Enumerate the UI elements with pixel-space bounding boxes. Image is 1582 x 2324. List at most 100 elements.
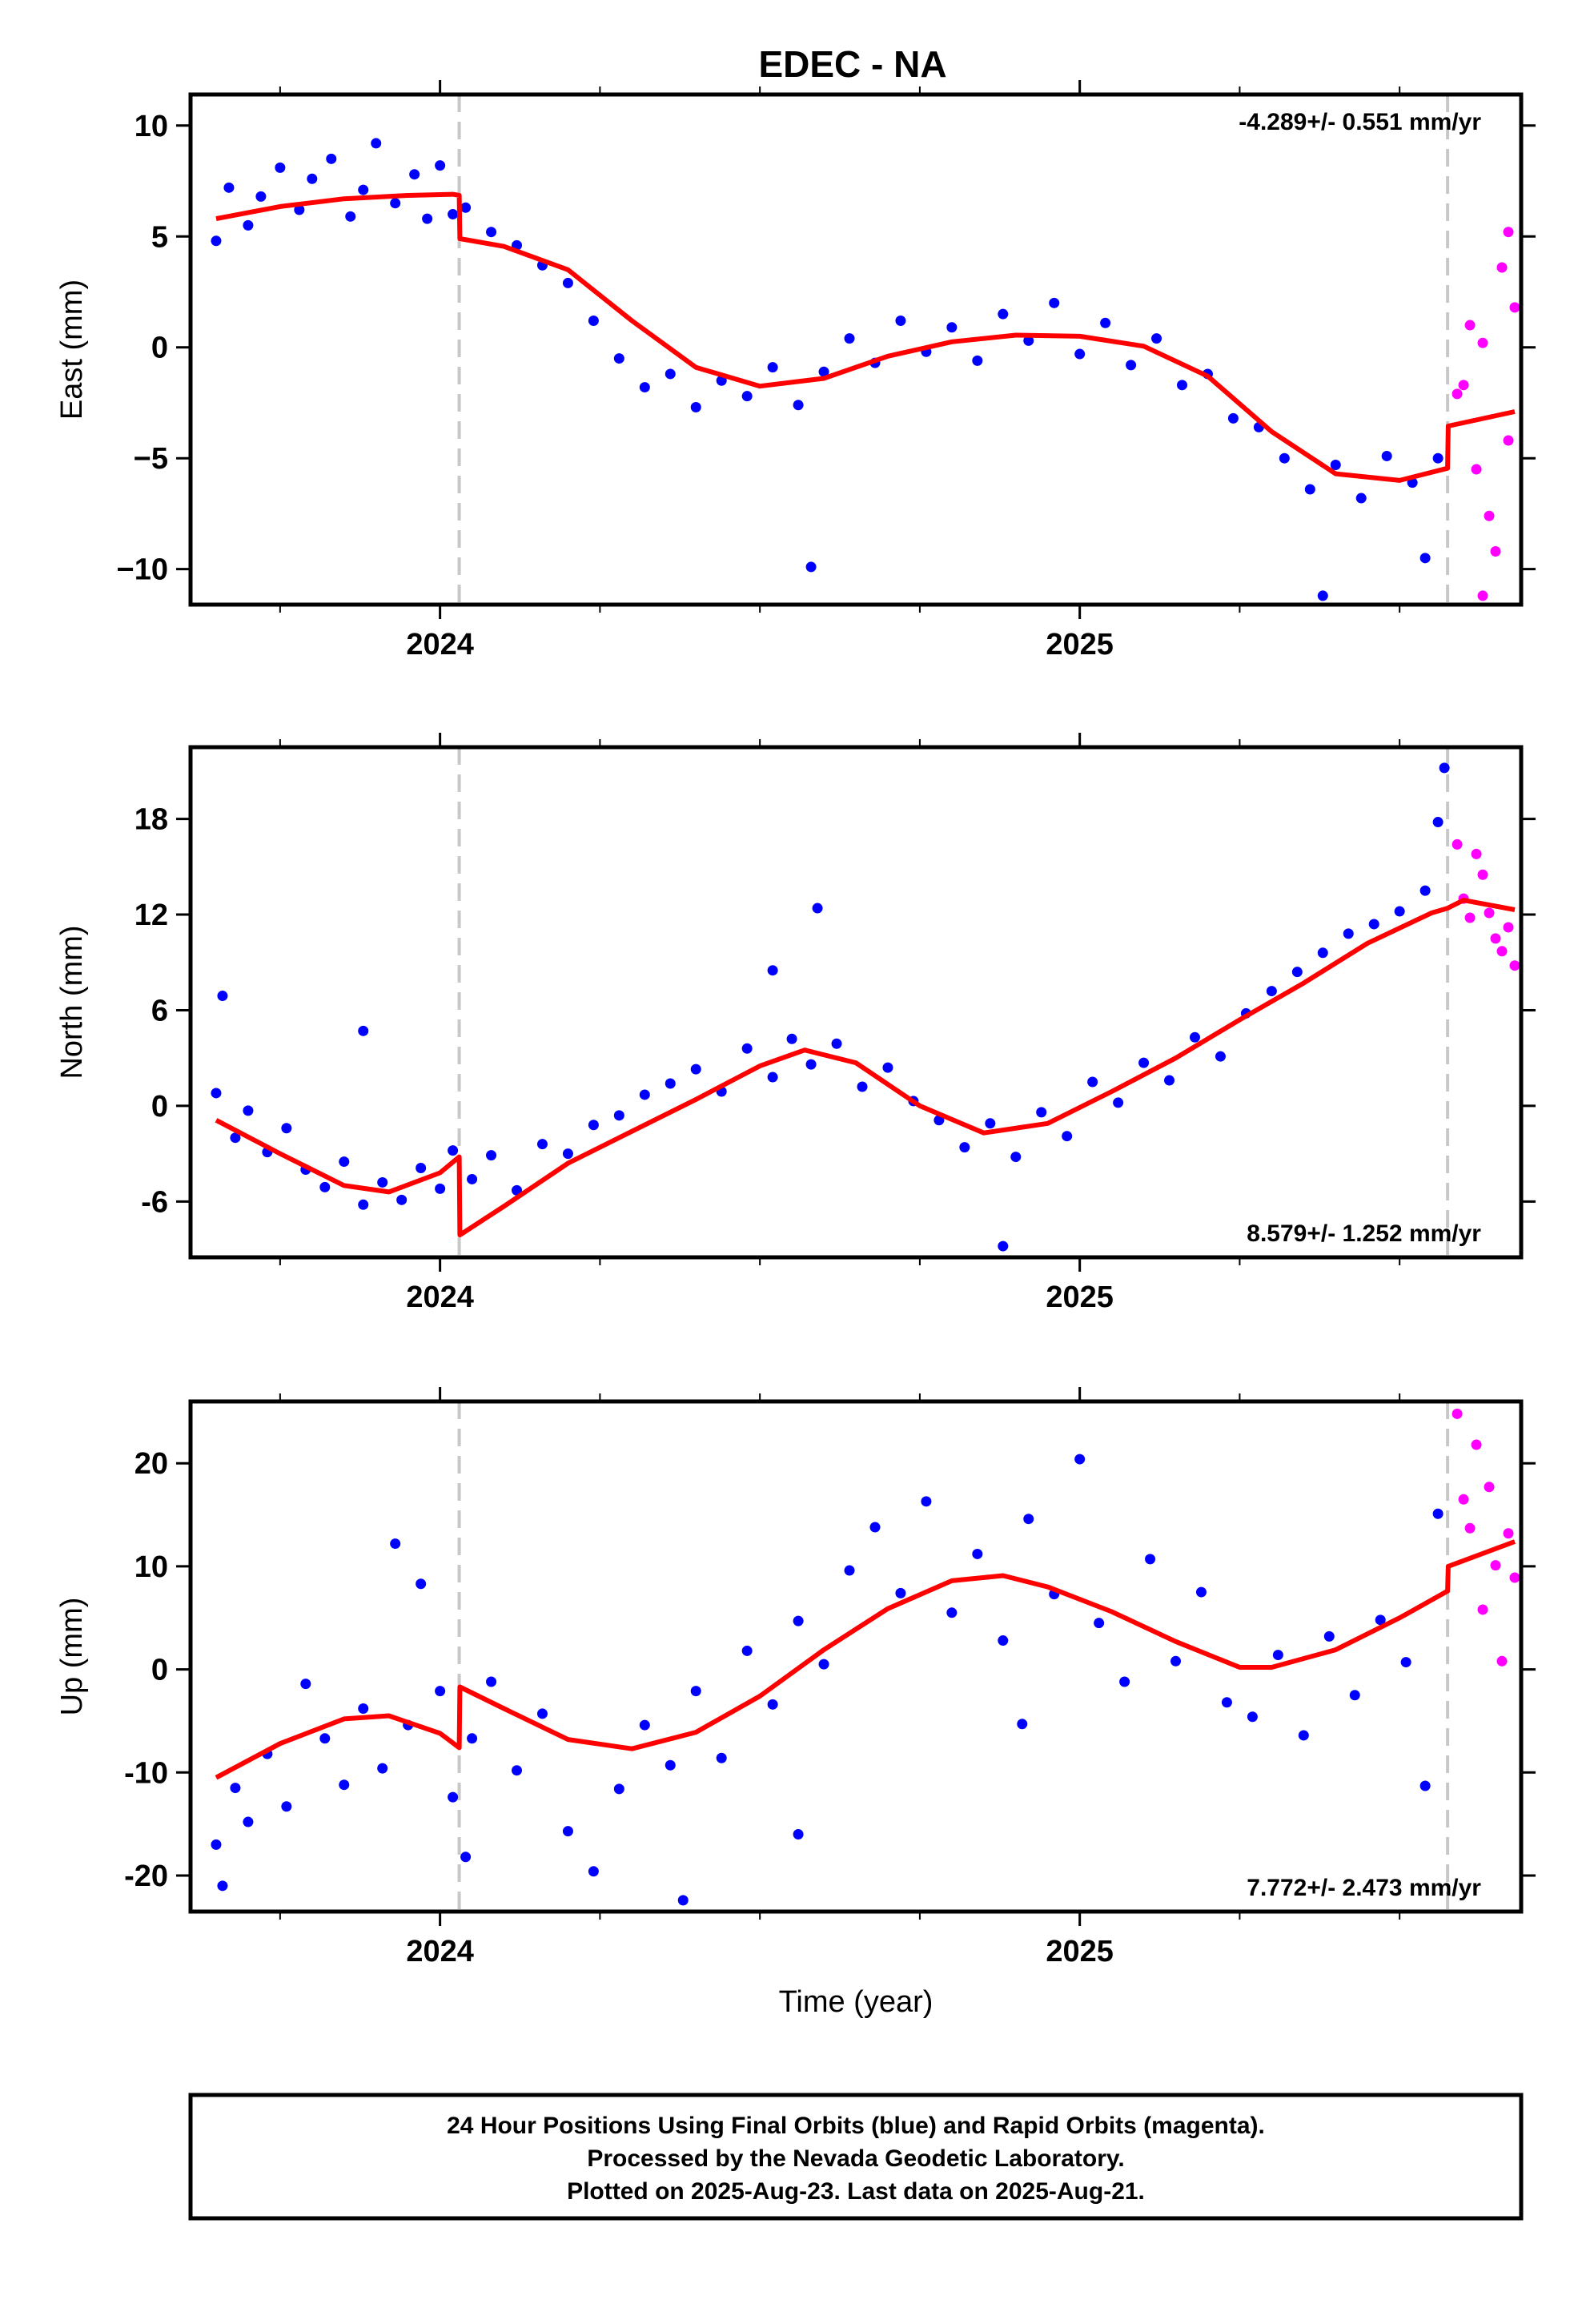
footer-box: 24 Hour Positions Using Final Orbits (bl…: [188, 2093, 1524, 2221]
final-orbit-point: [613, 1110, 624, 1121]
final-orbit-point: [1291, 967, 1303, 978]
rapid-orbit-point: [1503, 1528, 1514, 1539]
final-orbit-point: [998, 1635, 1009, 1647]
y-tick-label: -10: [124, 1756, 168, 1790]
final-orbit-point: [486, 1150, 497, 1161]
final-orbit-point: [895, 315, 906, 326]
y-tick-label: -20: [124, 1860, 168, 1893]
final-orbit-point: [946, 322, 958, 333]
final-orbit-point: [390, 198, 401, 209]
final-orbit-point: [422, 213, 433, 224]
final-orbit-point: [665, 1078, 676, 1089]
final-orbit-point: [562, 1826, 573, 1837]
final-orbit-point: [972, 1548, 983, 1559]
final-orbit-point: [243, 219, 254, 231]
x-tick-label: 2024: [406, 1935, 474, 1968]
rapid-orbit-point: [1503, 227, 1514, 238]
final-orbit-point: [230, 1132, 241, 1144]
final-orbit-point: [793, 1615, 804, 1626]
figure-title: EDEC - NA: [758, 43, 946, 85]
final-orbit-point: [319, 1733, 331, 1744]
rate-label: -4.289+/- 0.551 mm/yr: [1239, 109, 1481, 135]
y-tick-label: 0: [151, 332, 168, 365]
final-orbit-point: [243, 1105, 254, 1116]
final-orbit-point: [1023, 335, 1034, 346]
final-orbit-point: [358, 1199, 369, 1210]
final-orbit-point: [588, 1120, 599, 1131]
final-orbit-point: [588, 1866, 599, 1877]
final-orbit-point: [805, 561, 817, 573]
final-orbit-point: [467, 1173, 478, 1184]
y-tick-label: 5: [151, 220, 168, 254]
final-orbit-point: [435, 1686, 446, 1697]
final-orbit-point: [358, 184, 369, 195]
y-tick-label: 6: [151, 994, 168, 1027]
final-orbit-point: [818, 1659, 829, 1670]
rapid-orbit-point: [1503, 435, 1514, 446]
y-tick-label: −5: [134, 442, 168, 476]
final-orbit-point: [1062, 1131, 1073, 1142]
final-orbit-point: [1049, 297, 1060, 308]
final-orbit-point: [230, 1783, 241, 1794]
y-tick-label: 0: [151, 1654, 168, 1687]
final-orbit-point: [1215, 1051, 1226, 1062]
plot-frame: [188, 92, 1524, 607]
final-orbit-point: [1419, 1780, 1431, 1791]
final-orbit-point: [243, 1816, 254, 1827]
final-orbit-point: [1094, 1618, 1105, 1629]
final-orbit-point: [639, 1719, 650, 1731]
rapid-orbit-point: [1496, 1655, 1508, 1667]
final-orbit-point: [793, 1828, 804, 1839]
final-orbit-point: [416, 1578, 427, 1590]
rapid-orbit-point: [1490, 1560, 1501, 1571]
final-orbit-point: [536, 1139, 548, 1150]
final-orbit-point: [486, 227, 497, 238]
final-orbit-point: [1317, 590, 1328, 601]
rapid-orbit-point: [1458, 380, 1469, 391]
final-orbit-point: [1419, 885, 1431, 896]
x-tick-label: 2025: [1046, 628, 1114, 661]
rapid-orbit-point: [1496, 946, 1508, 957]
x-tick-label: 2025: [1046, 1281, 1114, 1314]
rapid-orbit-point: [1509, 302, 1520, 313]
final-orbit-point: [435, 160, 446, 171]
final-orbit-point: [665, 1759, 676, 1771]
final-orbit-point: [985, 1118, 996, 1129]
final-orbit-point: [319, 1181, 331, 1192]
final-orbit-point: [1227, 412, 1239, 424]
final-orbit-point: [1368, 919, 1379, 930]
final-orbit-point: [613, 353, 624, 364]
final-orbit-point: [818, 366, 829, 377]
final-orbit-point: [1317, 947, 1328, 959]
final-orbit-point: [211, 235, 222, 247]
final-orbit-point: [895, 1587, 906, 1598]
final-orbit-point: [805, 1059, 817, 1070]
final-orbit-point: [211, 1839, 222, 1850]
final-orbit-point: [345, 211, 356, 222]
final-orbit-point: [1304, 484, 1315, 495]
footer-line-2: Processed by the Nevada Geodetic Laborat…: [587, 2145, 1124, 2172]
final-orbit-point: [1221, 1697, 1232, 1708]
final-orbit-point: [613, 1783, 624, 1795]
final-orbit-point: [767, 1072, 778, 1083]
y-tick-label: 20: [135, 1447, 168, 1481]
final-orbit-point: [377, 1763, 388, 1774]
final-orbit-point: [486, 1676, 497, 1687]
final-orbit-point: [562, 277, 573, 288]
final-orbit-point: [1023, 1514, 1034, 1525]
final-orbit-point: [371, 138, 382, 149]
final-orbit-point: [339, 1156, 350, 1168]
final-orbit-point: [1355, 493, 1367, 504]
rapid-orbit-point: [1477, 869, 1488, 880]
final-orbit-point: [217, 991, 228, 1002]
final-orbit-point: [844, 1565, 855, 1576]
y-tick-label: 18: [135, 803, 168, 837]
final-orbit-point: [307, 173, 318, 184]
final-orbit-point: [1400, 1657, 1411, 1668]
final-orbit-point: [1189, 1031, 1200, 1043]
final-orbit-point: [1432, 817, 1443, 828]
x-tick-label: 2025: [1046, 1935, 1114, 1968]
final-orbit-point: [1381, 450, 1392, 461]
rapid-orbit-point: [1503, 922, 1514, 933]
rapid-orbit-point: [1509, 1572, 1520, 1583]
